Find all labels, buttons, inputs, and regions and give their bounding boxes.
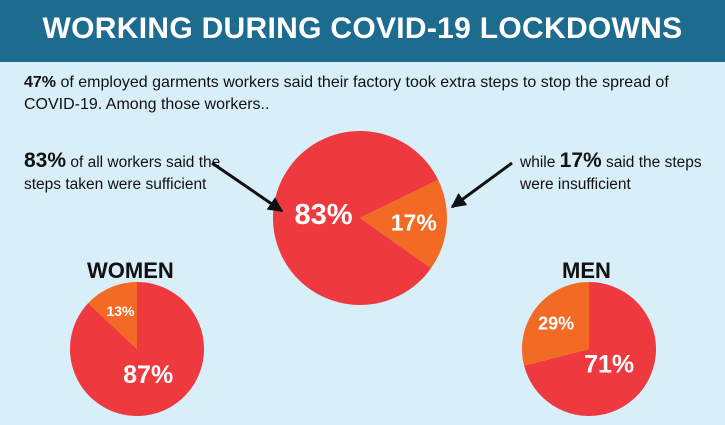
pie-label-insufficient: 29% [538, 314, 574, 334]
pie-all-workers: 83% 17% [272, 131, 447, 306]
pie-slice-sufficient [272, 131, 439, 306]
callout-right-highlight: 17% [559, 149, 602, 172]
callout-insufficient: while 17% said the steps were insufficie… [520, 150, 720, 196]
callout-right-prefix: while [520, 154, 560, 171]
callout-left-text: of all workers said the steps taken were… [24, 154, 221, 193]
pie-label-insufficient: 13% [106, 303, 135, 319]
intro-body: of employed garments workers said their … [24, 74, 669, 113]
pie-slice-insufficient [360, 179, 447, 269]
callout-right-text: said the steps were insufficient [520, 154, 702, 193]
pie-slice-insufficient [88, 282, 137, 349]
pie-slice-sufficient [524, 281, 656, 417]
title-banner: WORKING DURING COVID-19 LOCKDOWNS [0, 0, 725, 62]
pie-women: 87% 13% [69, 282, 204, 417]
pie-label-sufficient: 87% [123, 361, 173, 389]
callout-left-highlight: 83% [24, 149, 67, 172]
page-title: WORKING DURING COVID-19 LOCKDOWNS [42, 12, 683, 45]
arrow-right [450, 161, 513, 209]
pie-label-sufficient: 71% [584, 351, 634, 379]
men-label: MEN [562, 258, 611, 283]
pie-label-sufficient: 83% [295, 199, 353, 231]
pie-slice-sufficient [69, 282, 204, 417]
intro-text: 47% of employed garments workers said th… [24, 72, 714, 116]
pie-slice-insufficient [522, 282, 589, 366]
callout-sufficient: 83% of all workers said the steps taken … [24, 150, 224, 196]
pie-label-insufficient: 17% [391, 209, 437, 235]
women-label: WOMEN [87, 258, 174, 283]
arrow-left [211, 161, 284, 213]
intro-highlight: 47% [24, 74, 57, 91]
pie-men: 71% 29% [522, 281, 656, 417]
